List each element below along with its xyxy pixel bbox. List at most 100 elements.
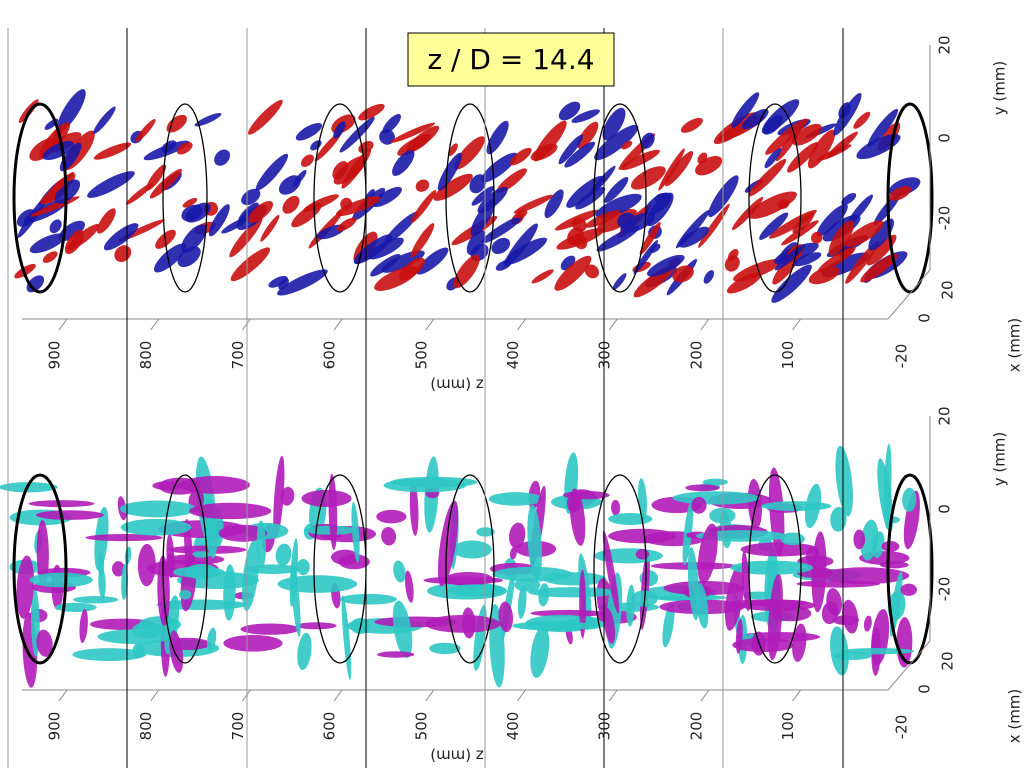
pipe-outline [748, 474, 802, 664]
vortex-blob [527, 504, 542, 581]
vortex-blob [392, 600, 413, 659]
vortex-blob [36, 520, 49, 587]
x-tick-label: -20 [893, 344, 911, 369]
vortex-blob [260, 214, 280, 242]
z-axis-label: z (mm) [430, 376, 484, 394]
vortex-blob [691, 496, 707, 514]
vortex-blob [567, 227, 584, 246]
z-tick [241, 318, 251, 331]
vortex-blob [393, 560, 406, 583]
vortex-blob [682, 501, 694, 566]
vortex-blob [282, 195, 300, 214]
vortex-blob [513, 194, 553, 214]
vortex-blob [585, 210, 621, 228]
vortex-blob [300, 154, 314, 168]
vortex-blob [341, 594, 352, 681]
vortex-blob [731, 196, 764, 231]
vortex-blob [376, 509, 407, 524]
vortex-blob [230, 247, 271, 282]
vortex-blob [633, 265, 674, 298]
vortex-blob [277, 575, 358, 593]
vortex-blob [498, 601, 513, 633]
vortex-blob [726, 272, 762, 294]
vortex-blob [769, 209, 817, 239]
label: z / D = 14.4 [427, 43, 594, 76]
vortex-blob [486, 120, 509, 155]
pipe-outline [748, 103, 802, 293]
vortex-blob [390, 122, 436, 143]
vortex-blob [509, 546, 517, 560]
vortex-blob [517, 585, 527, 619]
z-tick [700, 689, 710, 702]
vortex-blob [735, 618, 743, 654]
pipe-outline [445, 103, 495, 293]
vortex-blob [680, 117, 703, 133]
vortex-blob [166, 114, 187, 133]
vortex-blob [466, 230, 486, 255]
z-tick [58, 318, 68, 331]
y-tick-label: 20 [936, 406, 954, 425]
z-tick-label: 300 [596, 712, 614, 741]
vortex-blob [245, 564, 300, 574]
vortex-blob [495, 259, 512, 271]
vortex-blob [731, 92, 760, 128]
vortex-blob [169, 630, 184, 673]
vortex-blob [277, 269, 328, 296]
vortex-blob [58, 220, 85, 241]
x-axis-label: x (mm) [1006, 318, 1024, 373]
vortex-blob [36, 629, 53, 657]
vortex-blob [29, 572, 93, 588]
vortex-blob [765, 118, 808, 155]
vortex-blob [740, 542, 819, 557]
z-tick-label: 800 [137, 341, 155, 370]
vortex-blob [248, 200, 274, 223]
vortex-blob [596, 226, 640, 252]
vortex-blob [189, 502, 272, 520]
vortex-blob [72, 648, 147, 661]
vortex-blob [64, 229, 84, 255]
vortex-blob [811, 231, 823, 244]
vortex-blob [594, 124, 639, 161]
vortex-blob [54, 602, 97, 613]
vortex-blob [569, 488, 586, 546]
vortex-blob [853, 529, 866, 550]
vortex-blob [584, 264, 600, 279]
vortex-blob [727, 249, 739, 262]
vortex-blob [856, 134, 901, 160]
vortex-blob [179, 476, 250, 494]
pipe-outline [162, 474, 208, 664]
vortex-blob [93, 142, 132, 160]
vortex-blob [28, 500, 95, 508]
vortex-blob [903, 490, 920, 550]
vortex-blob [301, 489, 352, 507]
z-tick-label: 200 [687, 712, 705, 741]
vortex-blob [333, 121, 346, 139]
z-tick-label: 400 [504, 712, 522, 741]
vortex-blob [602, 107, 626, 141]
vortex-blob [860, 519, 879, 561]
vortex-blob [206, 627, 217, 652]
vortex-blob [741, 108, 769, 130]
vortex-blob [509, 147, 532, 166]
vortex-blob [29, 233, 66, 254]
vortex-blob [415, 179, 430, 192]
vortex-blob [900, 583, 918, 596]
x-tick-label: 20 [939, 651, 957, 670]
x-axis-label: x (mm) [1006, 689, 1024, 744]
vortex-blob [863, 615, 872, 632]
vortex-blob [336, 217, 357, 232]
z-tick [58, 689, 68, 702]
vortex-blob [429, 642, 461, 655]
vortex-blob [296, 622, 337, 630]
vortex-blob [120, 518, 192, 536]
pipe-outline [886, 102, 934, 294]
z-tick [608, 689, 618, 702]
vortex-blob [792, 123, 822, 146]
vortex-blob [314, 130, 342, 162]
vortex-blob [469, 174, 487, 194]
z-tick [517, 318, 526, 331]
z-tick-label: 500 [412, 712, 430, 741]
vortex-blob [603, 607, 616, 644]
vortex-blob [698, 203, 730, 248]
